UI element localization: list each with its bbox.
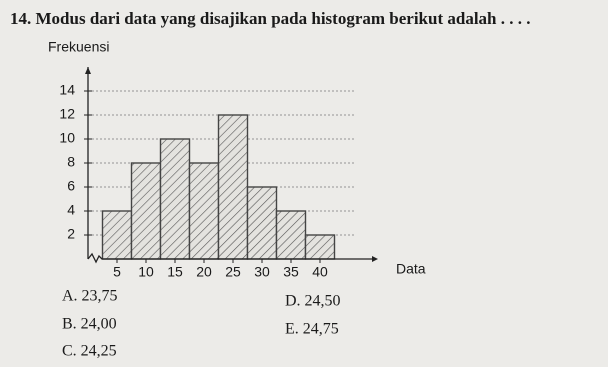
y-tick-label: 2 bbox=[67, 226, 75, 242]
x-axis-label: Data bbox=[396, 261, 426, 277]
x-tick-label: 35 bbox=[283, 264, 299, 280]
x-arrow bbox=[372, 256, 378, 262]
y-arrow bbox=[85, 67, 91, 74]
answer-option: A. 23,75 bbox=[62, 288, 118, 305]
y-axis-label: Frekuensi bbox=[48, 39, 109, 55]
x-axis bbox=[87, 252, 372, 264]
answer-option: C. 24,25 bbox=[62, 343, 117, 360]
bar bbox=[304, 234, 336, 260]
x-tick-label: 10 bbox=[138, 264, 154, 280]
x-tick-label: 5 bbox=[113, 264, 121, 280]
bar bbox=[101, 210, 133, 260]
y-tick-label: 12 bbox=[59, 106, 75, 122]
x-tick-label: 30 bbox=[254, 264, 270, 280]
bar bbox=[159, 138, 191, 260]
x-tick-label: 15 bbox=[167, 264, 183, 280]
y-tick-label: 6 bbox=[67, 178, 75, 194]
answer-option: D. 24,50 bbox=[285, 293, 341, 310]
answer-option: E. 24,75 bbox=[285, 321, 339, 338]
y-tick-label: 4 bbox=[67, 202, 75, 218]
x-tick-label: 25 bbox=[225, 264, 241, 280]
bar bbox=[246, 186, 278, 260]
y-tick-label: 8 bbox=[67, 154, 75, 170]
answer-option: B. 24,00 bbox=[62, 316, 117, 333]
histogram: 2 4 6 8 10 12 14 5 10 15 20 25 30 35 40 bbox=[59, 67, 378, 280]
x-tick-label: 40 bbox=[312, 264, 328, 280]
y-tick-label: 10 bbox=[59, 130, 75, 146]
bar bbox=[217, 114, 249, 260]
bar bbox=[275, 210, 307, 260]
options: A. 23,75 B. 24,00 C. 24,25 D. 24,50 E. 24,75 bbox=[62, 288, 341, 360]
question: 14. Modus dari data yang disajikan pada … bbox=[10, 9, 531, 28]
y-tick-label: 14 bbox=[59, 82, 75, 98]
bar bbox=[188, 162, 220, 260]
x-tick-label: 20 bbox=[196, 264, 212, 280]
bar bbox=[130, 162, 162, 260]
